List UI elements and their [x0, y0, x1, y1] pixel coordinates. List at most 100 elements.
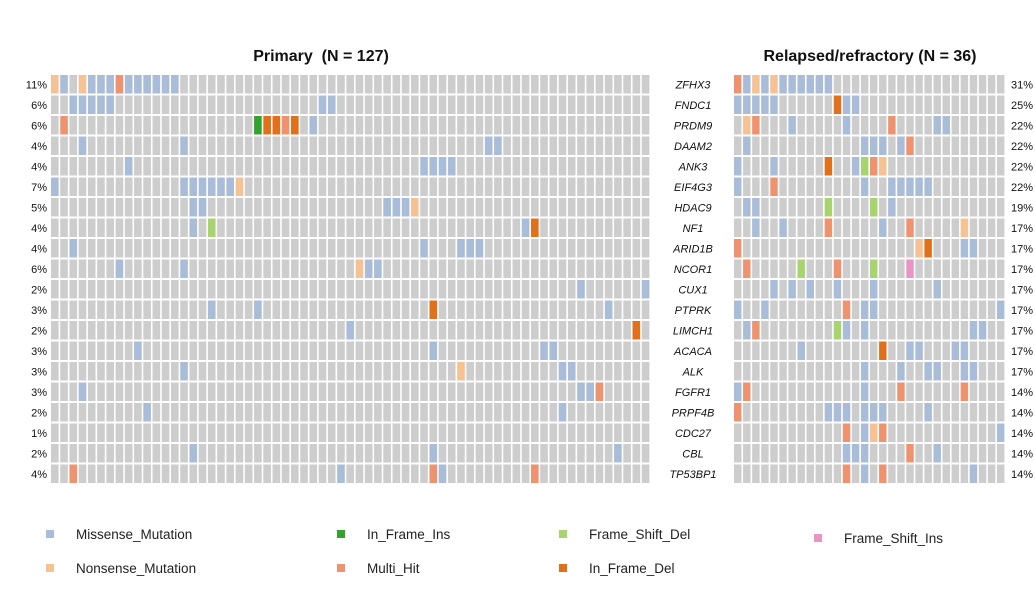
- empty-cell: [761, 218, 769, 237]
- mutation-cell-missense: [743, 136, 751, 155]
- empty-cell: [171, 341, 179, 360]
- primary-frequency-label: 6%: [31, 264, 47, 276]
- mutation-cell-missense: [743, 75, 751, 94]
- empty-cell: [143, 341, 151, 360]
- empty-cell: [632, 157, 641, 176]
- mutation-cell-nonsense: [879, 157, 887, 176]
- empty-cell: [171, 218, 179, 237]
- empty-cell: [531, 136, 539, 155]
- primary-frequency-label: 7%: [31, 182, 47, 194]
- empty-cell: [97, 239, 105, 258]
- empty-cell: [420, 444, 428, 463]
- empty-cell: [429, 423, 438, 442]
- mutation-cell-missense: [906, 177, 914, 196]
- empty-cell: [346, 95, 355, 114]
- empty-cell: [540, 116, 548, 135]
- empty-cell: [503, 116, 511, 135]
- empty-cell: [595, 177, 604, 196]
- empty-cell: [475, 300, 484, 319]
- mutation-cell-inframe_ins: [254, 116, 262, 135]
- empty-cell: [291, 177, 299, 196]
- mutation-cell-missense: [870, 403, 878, 422]
- empty-cell: [291, 95, 299, 114]
- empty-cell: [161, 341, 170, 360]
- empty-cell: [614, 136, 622, 155]
- empty-cell: [226, 95, 235, 114]
- empty-cell: [300, 341, 308, 360]
- empty-cell: [392, 300, 401, 319]
- empty-cell: [466, 444, 475, 463]
- empty-cell: [641, 198, 650, 217]
- empty-cell: [503, 218, 511, 237]
- empty-cell: [161, 157, 170, 176]
- empty-cell: [888, 75, 896, 94]
- empty-cell: [484, 259, 493, 278]
- empty-cell: [309, 300, 318, 319]
- empty-cell: [346, 75, 355, 94]
- empty-cell: [987, 95, 996, 114]
- empty-cell: [124, 403, 133, 422]
- empty-cell: [254, 259, 262, 278]
- empty-cell: [475, 218, 484, 237]
- empty-cell: [806, 198, 814, 217]
- empty-cell: [217, 239, 225, 258]
- empty-cell: [521, 75, 530, 94]
- empty-cell: [752, 177, 760, 196]
- empty-cell: [124, 464, 133, 483]
- empty-cell: [969, 444, 978, 463]
- empty-cell: [743, 177, 751, 196]
- empty-cell: [272, 157, 281, 176]
- empty-cell: [447, 95, 456, 114]
- empty-cell: [272, 136, 281, 155]
- empty-cell: [595, 136, 604, 155]
- empty-cell: [374, 218, 382, 237]
- empty-cell: [815, 280, 824, 299]
- empty-cell: [604, 177, 613, 196]
- empty-cell: [531, 239, 539, 258]
- empty-cell: [797, 198, 805, 217]
- empty-cell: [198, 444, 207, 463]
- primary-frequency-label: 2%: [31, 449, 47, 461]
- empty-cell: [788, 157, 796, 176]
- gene-label: FNDC1: [675, 100, 712, 112]
- empty-cell: [291, 321, 299, 340]
- empty-cell: [604, 464, 613, 483]
- primary-frequency-label: 4%: [31, 162, 47, 174]
- empty-cell: [180, 464, 188, 483]
- mutation-cell-nonsense: [355, 259, 364, 278]
- empty-cell: [806, 444, 814, 463]
- empty-cell: [235, 198, 244, 217]
- empty-cell: [392, 218, 401, 237]
- empty-cell: [244, 136, 253, 155]
- empty-cell: [960, 444, 969, 463]
- empty-cell: [254, 280, 262, 299]
- empty-cell: [115, 177, 124, 196]
- empty-cell: [586, 300, 595, 319]
- empty-cell: [198, 362, 207, 381]
- empty-cell: [78, 116, 87, 135]
- empty-cell: [842, 75, 851, 94]
- empty-cell: [383, 423, 391, 442]
- empty-cell: [824, 444, 833, 463]
- mutation-cell-missense: [815, 75, 824, 94]
- empty-cell: [51, 198, 59, 217]
- empty-cell: [788, 464, 796, 483]
- empty-cell: [244, 300, 253, 319]
- empty-cell: [401, 403, 410, 422]
- empty-cell: [623, 259, 631, 278]
- empty-cell: [870, 116, 878, 135]
- empty-cell: [383, 382, 391, 401]
- empty-cell: [512, 218, 521, 237]
- empty-cell: [933, 259, 941, 278]
- empty-cell: [327, 259, 336, 278]
- empty-cell: [309, 362, 318, 381]
- empty-cell: [447, 341, 456, 360]
- relapsed-frequency-label: 17%: [1011, 367, 1033, 379]
- empty-cell: [447, 177, 456, 196]
- empty-cell: [586, 177, 595, 196]
- empty-cell: [254, 198, 262, 217]
- empty-cell: [933, 382, 941, 401]
- empty-cell: [438, 75, 447, 94]
- empty-cell: [263, 382, 271, 401]
- empty-cell: [318, 423, 327, 442]
